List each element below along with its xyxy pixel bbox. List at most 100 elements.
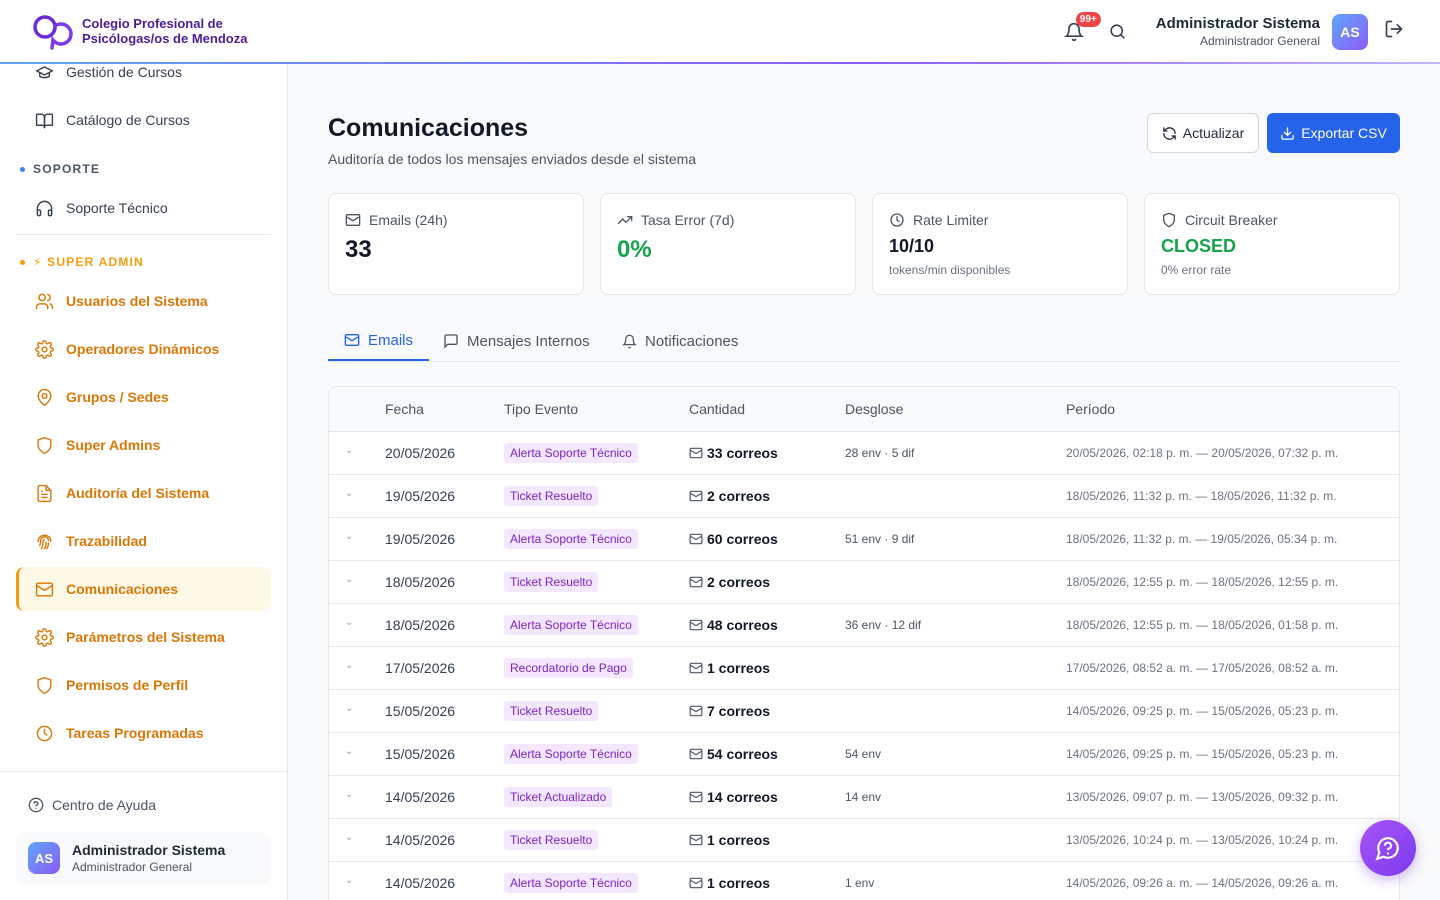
sidebar-item-super-admins[interactable]: Super Admins (16, 423, 271, 467)
chevron-down-icon[interactable]: ⌄ (345, 488, 354, 499)
help-center-link[interactable]: Centro de Ayuda (28, 797, 156, 813)
search-button[interactable] (1100, 14, 1136, 50)
cell-periodo: 13/05/2026, 09:07 p. m. — 13/05/2026, 09… (1066, 790, 1339, 804)
logo[interactable]: Colegio Profesional de Psicólogas/os de … (30, 12, 247, 50)
chevron-down-icon[interactable]: ⌄ (345, 574, 354, 585)
cell-fecha: 15/05/2026 (385, 703, 456, 719)
org-name-line1: Colegio Profesional de (82, 16, 223, 31)
event-type-badge: Ticket Resuelto (504, 830, 599, 850)
chevron-down-icon[interactable]: ⌄ (345, 703, 354, 714)
sidebar-item-trazabilidad[interactable]: Trazabilidad (16, 519, 271, 563)
sidebar-item-permisos[interactable]: Permisos de Perfil (16, 663, 271, 707)
search-icon (1110, 24, 1125, 39)
cell-periodo: 14/05/2026, 09:25 p. m. — 15/05/2026, 05… (1066, 704, 1339, 718)
sidebar-item-usuarios[interactable]: Usuarios del Sistema (16, 279, 271, 323)
sidebar-item-label: Soporte Técnico (66, 200, 168, 216)
column-header-fecha[interactable]: Fecha (385, 401, 424, 417)
column-header-tipo[interactable]: Tipo Evento (504, 401, 579, 417)
tab-label: Mensajes Internos (467, 332, 590, 350)
mail-icon (689, 834, 703, 846)
tab-mensajes-internos[interactable]: Mensajes Internos (427, 321, 606, 361)
cell-cantidad: 1 correos (689, 660, 770, 676)
logout-icon (1385, 20, 1403, 38)
tab-emails[interactable]: Emails (328, 321, 430, 361)
table-row[interactable]: ⌄ 20/05/2026 Alerta Soporte Técnico 33 corr… (329, 432, 1399, 475)
sidebar-item-catalogo-cursos[interactable]: Catálogo de Cursos (16, 98, 271, 142)
mail-icon (689, 662, 703, 674)
sidebar-item-parametros[interactable]: Parámetros del Sistema (16, 615, 271, 659)
event-type-badge: Alerta Soporte Técnico (504, 443, 638, 463)
table-row[interactable]: ⌄ 15/05/2026 Ticket Resuelto 7 correos 14/05… (329, 690, 1399, 733)
column-header-periodo[interactable]: Período (1066, 401, 1116, 417)
table-row[interactable]: ⌄ 15/05/2026 Alerta Soporte Técnico 54 corr… (329, 733, 1399, 776)
sidebar-item-grupos-sedes[interactable]: Grupos / Sedes (16, 375, 271, 419)
refresh-button[interactable]: Actualizar (1147, 113, 1259, 153)
export-csv-button[interactable]: Exportar CSV (1267, 113, 1400, 153)
chevron-down-icon[interactable]: ⌄ (345, 531, 354, 542)
chevron-down-icon[interactable]: ⌄ (345, 746, 354, 757)
notifications-button[interactable]: 99+ (1056, 11, 1101, 50)
sidebar-item-tareas[interactable]: Tareas Programadas (16, 711, 271, 755)
sidebar-item-soporte-tecnico[interactable]: Soporte Técnico (16, 186, 271, 230)
sidebar-item-comunicaciones[interactable]: Comunicaciones (16, 567, 271, 611)
avatar[interactable]: AS (1332, 13, 1368, 50)
logout-button[interactable] (1384, 19, 1404, 44)
cell-cantidad: 60 correos (689, 531, 778, 547)
table-row[interactable]: ⌄ 19/05/2026 Ticket Resuelto 2 correos 18/05… (329, 475, 1399, 518)
sidebar-item-operadores[interactable]: Operadores Dinámicos (16, 327, 271, 371)
sidebar: Gestión de Cursos Catálogo de Cursos SOP… (0, 64, 288, 900)
table-row[interactable]: ⌄ 17/05/2026 Recordatorio de Pago 1 correos… (329, 647, 1399, 690)
chevron-down-icon[interactable]: ⌄ (345, 660, 354, 671)
stat-label: Tasa Error (7d) (641, 212, 735, 228)
tab-label: Notificaciones (645, 332, 739, 350)
table-row[interactable]: ⌄ 18/05/2026 Ticket Resuelto 2 correos 18/05… (329, 561, 1399, 604)
cell-fecha: 19/05/2026 (385, 488, 456, 504)
sidebar-divider (16, 234, 271, 235)
help-chat-button[interactable] (1360, 820, 1416, 876)
sidebar-item-gestion-cursos[interactable]: Gestión de Cursos (16, 50, 271, 94)
sidebar-item-label: Trazabilidad (66, 533, 147, 549)
sidebar-user-card[interactable]: AS Administrador Sistema Administrador G… (16, 832, 271, 884)
section-label-super-admin: ⚡ SUPER ADMIN (20, 255, 144, 269)
cell-cantidad: 54 correos (689, 746, 778, 762)
fingerprint-icon (34, 531, 54, 551)
event-type-badge: Recordatorio de Pago (504, 658, 633, 678)
org-name-line2: Psicólogas/os de Mendoza (82, 31, 248, 46)
avatar: AS (28, 842, 60, 874)
stat-label: Circuit Breaker (1185, 212, 1278, 228)
chevron-down-icon[interactable]: ⌄ (345, 832, 354, 843)
section-dot (20, 166, 25, 172)
header-user-role: Administrador General (1199, 34, 1320, 48)
column-header-cantidad[interactable]: Cantidad (689, 401, 746, 417)
chevron-down-icon[interactable]: ⌄ (345, 789, 354, 800)
headphones-icon (34, 198, 54, 218)
table-row[interactable]: ⌄ 14/05/2026 Ticket Resuelto 1 correos 13/05… (329, 819, 1399, 862)
tab-notificaciones[interactable]: Notificaciones (606, 321, 754, 361)
cell-cantidad-text: 1 correos (707, 660, 771, 676)
cell-periodo: 18/05/2026, 11:32 p. m. — 19/05/2026, 05… (1066, 532, 1338, 546)
chevron-down-icon[interactable]: ⌄ (345, 875, 354, 886)
user-info[interactable]: Administrador Sistema Administrador Gene… (1156, 15, 1320, 48)
chevron-down-icon[interactable]: ⌄ (345, 445, 354, 456)
sidebar-item-auditoria[interactable]: Auditoría del Sistema (16, 471, 271, 515)
cell-periodo: 14/05/2026, 09:25 p. m. — 15/05/2026, 05… (1066, 747, 1339, 761)
sidebar-item-label: Super Admins (66, 437, 161, 453)
sidebar-item-label: Parámetros del Sistema (66, 629, 225, 645)
stat-value: 0% (617, 236, 652, 263)
cell-desglose: 1 env (845, 876, 875, 890)
cell-cantidad: 2 correos (689, 488, 770, 504)
chevron-down-icon[interactable]: ⌄ (345, 617, 354, 628)
sidebar-item-label: Tareas Programadas (66, 725, 204, 741)
stat-note: 0% error rate (1161, 263, 1232, 277)
tab-bar: Emails Mensajes Internos Notificaciones (328, 321, 1400, 362)
trending-up-icon (617, 216, 633, 224)
table-row[interactable]: ⌄ 19/05/2026 Alerta Soporte Técnico 60 corr… (329, 518, 1399, 561)
table-row[interactable]: ⌄ 14/05/2026 Alerta Soporte Técnico 1 corre… (329, 862, 1399, 900)
column-header-desglose[interactable]: Desglose (845, 401, 904, 417)
table-row[interactable]: ⌄ 18/05/2026 Alerta Soporte Técnico 48 corr… (329, 604, 1399, 647)
cell-periodo: 17/05/2026, 08:52 a. m. — 17/05/2026, 08… (1066, 661, 1339, 675)
cell-cantidad: 1 correos (689, 832, 770, 848)
gear-icon (34, 627, 54, 647)
table-row[interactable]: ⌄ 14/05/2026 Ticket Actualizado 14 correos 1… (329, 776, 1399, 819)
sidebar-item-label: Gestión de Cursos (66, 64, 182, 80)
